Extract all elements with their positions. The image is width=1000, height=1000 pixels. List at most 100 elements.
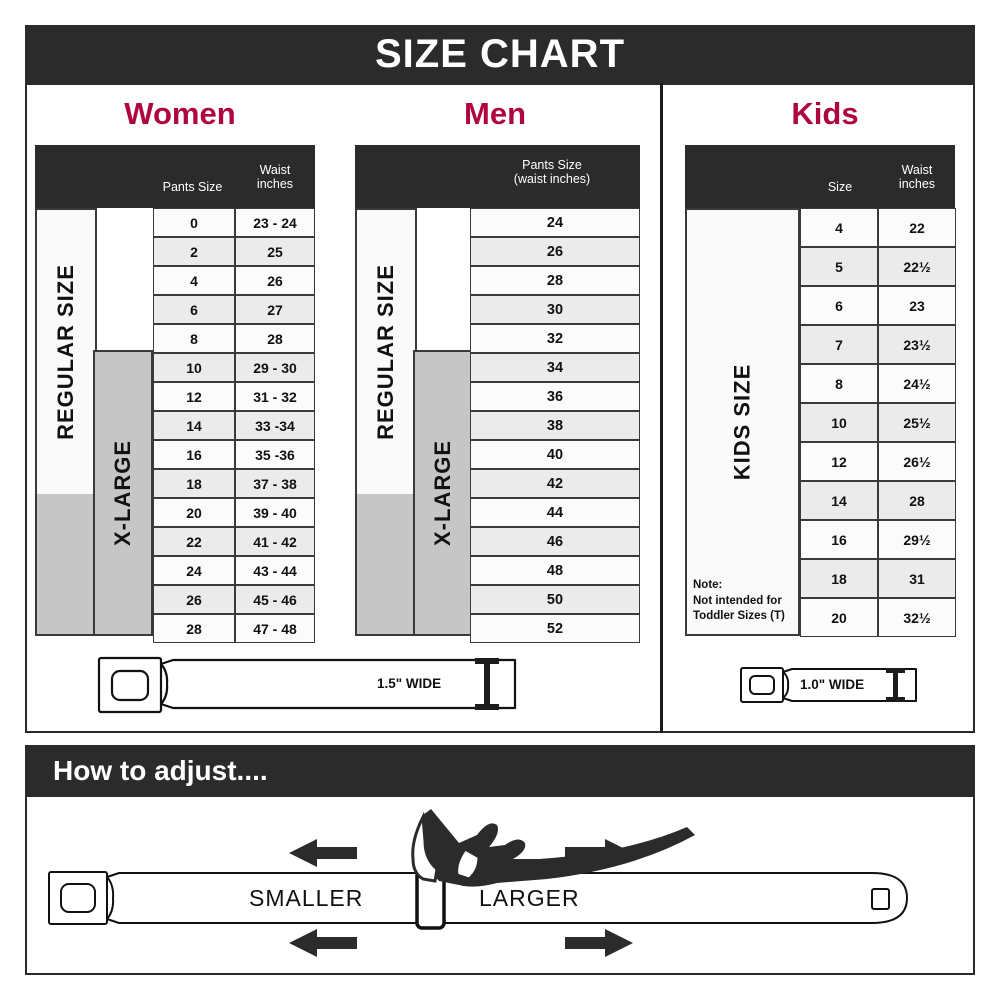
men-table-row-cell: 44 xyxy=(470,498,640,527)
kids-note-line-3: Toddler Sizes (T) xyxy=(693,610,785,623)
women-table-row-cell: 43 - 44 xyxy=(235,556,315,585)
kids-table-row-cell: 5 xyxy=(800,247,878,286)
hand-silhouette-icon xyxy=(411,809,695,887)
kids-table-row-cell: 23½ xyxy=(878,325,956,364)
belt-width-marker-kids xyxy=(886,668,905,702)
how-to-adjust-bar: How to adjust.... xyxy=(25,745,975,797)
women-band-regular-label: REGULAR SIZE xyxy=(53,264,79,440)
kids-table-row-cell: 7 xyxy=(800,325,878,364)
women-table-row-cell: 4 xyxy=(153,266,235,295)
kids-col-header-size: Size xyxy=(827,180,853,194)
women-band-xlarge: X-LARGE xyxy=(93,350,153,636)
men-col-header-pants-size: Pants Size (waist inches) xyxy=(513,158,591,187)
kids-table-row-cell: 32½ xyxy=(878,598,956,637)
women-table-row-cell: 24 xyxy=(153,556,235,585)
men-band-xlarge: X-LARGE xyxy=(413,350,473,636)
women-table-header xyxy=(35,145,315,208)
women-table-row-cell: 35 -36 xyxy=(235,440,315,469)
kids-table-row-cell: 6 xyxy=(800,286,878,325)
men-table-row-cell: 46 xyxy=(470,527,640,556)
adjust-diagram-svg xyxy=(48,809,908,957)
women-table-row-cell: 26 xyxy=(235,266,315,295)
page-header-bar: SIZE CHART xyxy=(25,25,975,83)
page-title: SIZE CHART xyxy=(375,32,625,76)
men-table-row-cell: 50 xyxy=(470,585,640,614)
kids-table-row-cell: 23 xyxy=(878,286,956,325)
women-table-row-cell: 37 - 38 xyxy=(235,469,315,498)
women-col-header-waist: Waist inches xyxy=(256,163,294,192)
kids-table-row-cell: 16 xyxy=(800,520,878,559)
women-band-regular-size: REGULAR SIZE xyxy=(35,208,97,496)
men-table-row-cell: 52 xyxy=(470,614,640,643)
women-table-row-cell: 28 xyxy=(235,324,315,353)
women-col-header-pants-size: Pants Size xyxy=(162,180,223,194)
section-title-men: Men xyxy=(464,96,526,131)
men-band-xlarge-label: X-LARGE xyxy=(430,440,455,546)
women-table-row-cell: 8 xyxy=(153,324,235,353)
men-band-regular-label: REGULAR SIZE xyxy=(373,264,399,440)
women-band-xlarge-extension xyxy=(35,494,95,636)
men-table-header xyxy=(355,145,640,208)
men-table-row-cell: 30 xyxy=(470,295,640,324)
kids-table-row-cell: 8 xyxy=(800,364,878,403)
men-table-row-cell: 42 xyxy=(470,469,640,498)
women-table-row-cell: 47 - 48 xyxy=(235,614,315,643)
section-title-women: Women xyxy=(124,96,236,131)
men-table-row-cell: 38 xyxy=(470,411,640,440)
men-table-row-cell: 34 xyxy=(470,353,640,382)
women-table-row-cell: 25 xyxy=(235,237,315,266)
kids-col-header-waist: Waist inches xyxy=(898,163,936,192)
women-table-row-cell: 16 xyxy=(153,440,235,469)
women-table-row-cell: 33 -34 xyxy=(235,411,315,440)
belt-diagram-kids: 1.0" WIDE xyxy=(738,663,923,712)
belt-adult-width-label: 1.5" WIDE xyxy=(377,676,442,691)
women-table-row-cell: 0 xyxy=(153,208,235,237)
men-table-row-cell: 24 xyxy=(470,208,640,237)
kids-table-row-cell: 24½ xyxy=(878,364,956,403)
belt-kids-width-label: 1.0" WIDE xyxy=(800,677,865,692)
kids-band-kids-size: KIDS SIZE xyxy=(685,208,800,636)
women-table-row-cell: 12 xyxy=(153,382,235,411)
men-kids-divider xyxy=(660,83,663,733)
adjust-belt-group xyxy=(48,871,908,925)
women-band-xlarge-label: X-LARGE xyxy=(110,440,135,546)
kids-table-row-cell: 26½ xyxy=(878,442,956,481)
women-table-row-cell: 39 - 40 xyxy=(235,498,315,527)
women-table-row-cell: 27 xyxy=(235,295,315,324)
section-title-kids: Kids xyxy=(791,96,859,131)
belt-kids-svg xyxy=(740,667,917,703)
women-table-row-cell: 20 xyxy=(153,498,235,527)
women-table-row-cell: 28 xyxy=(153,614,235,643)
belt-diagram-adult: 1.5" WIDE xyxy=(95,650,525,725)
belt-width-marker-adult xyxy=(475,658,499,710)
women-table-row-cell: 22 xyxy=(153,527,235,556)
arrow-larger-bottom xyxy=(565,929,633,957)
kids-note: Note: Not intended for Toddler Sizes (T) xyxy=(693,578,803,625)
kids-note-line-2: Not intended for xyxy=(693,594,782,607)
kids-band-label: KIDS SIZE xyxy=(729,363,755,481)
women-table-row-cell: 23 - 24 xyxy=(235,208,315,237)
belt-kids-strap xyxy=(782,668,917,702)
adjust-label-smaller: SMALLER xyxy=(249,885,364,911)
women-table-row-cell: 18 xyxy=(153,469,235,498)
adjust-belt-strap xyxy=(106,872,908,924)
men-table-row-cell: 40 xyxy=(470,440,640,469)
kids-table-row-cell: 31 xyxy=(878,559,956,598)
kids-table-row-cell: 10 xyxy=(800,403,878,442)
kids-table-row-cell: 29½ xyxy=(878,520,956,559)
men-band-regular-size: REGULAR SIZE xyxy=(355,208,417,496)
women-table-row-cell: 29 - 30 xyxy=(235,353,315,382)
belt-kids-buckle-hole xyxy=(749,675,775,695)
women-table-row-cell: 45 - 46 xyxy=(235,585,315,614)
kids-note-line-1: Note: xyxy=(693,579,723,591)
women-table-row-cell: 14 xyxy=(153,411,235,440)
men-table-row-cell: 28 xyxy=(470,266,640,295)
kids-table-row-cell: 4 xyxy=(800,208,878,247)
belt-adult-svg xyxy=(97,656,517,714)
men-table-row-cell: 48 xyxy=(470,556,640,585)
men-table-row-cell: 26 xyxy=(470,237,640,266)
women-table-row-cell: 2 xyxy=(153,237,235,266)
how-to-adjust-frame: SMALLER LARGER xyxy=(25,797,975,975)
belt-buckle-hole xyxy=(110,669,150,702)
